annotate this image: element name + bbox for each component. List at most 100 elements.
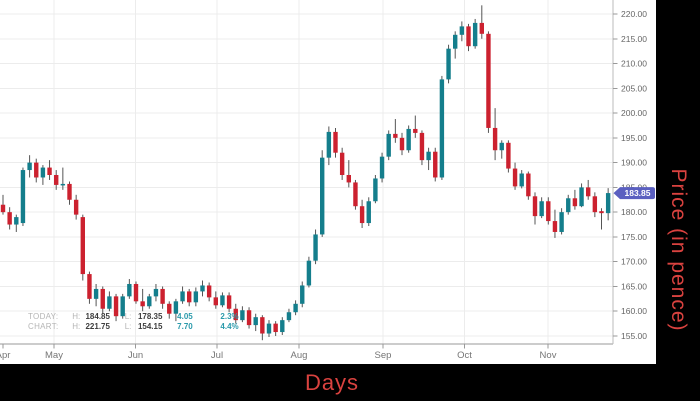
candle-down (87, 274, 92, 299)
candle-down (80, 217, 85, 275)
candle-down (599, 211, 604, 214)
svg-text:May: May (45, 350, 63, 361)
candle-up (27, 162, 32, 171)
svg-text:205.00: 205.00 (621, 83, 647, 93)
svg-text:160.00: 160.00 (621, 306, 647, 316)
candle-down (393, 133, 398, 138)
candle-up (200, 285, 205, 292)
candle-down (433, 151, 438, 178)
candle-up (426, 151, 431, 161)
candle-up (153, 288, 159, 297)
candle-up (300, 285, 305, 304)
candle-down (73, 199, 79, 215)
candle-up (93, 288, 99, 299)
candle-down (133, 283, 139, 302)
candle-up (14, 217, 19, 225)
candle-up (439, 79, 445, 178)
candle-up (499, 142, 504, 151)
high-prefix: H: (72, 312, 81, 321)
candle-down (413, 128, 418, 133)
chart-change-pct: 4.4% (220, 322, 239, 331)
candle-down (479, 22, 484, 34)
candle-down (113, 296, 119, 317)
svg-text:Oct: Oct (457, 350, 472, 361)
gridlines (0, 0, 613, 344)
svg-text:Nov: Nov (540, 350, 557, 361)
low-prefix: L: (124, 322, 132, 331)
candle-up (240, 310, 245, 321)
candle-up (453, 34, 458, 49)
candle-up (326, 131, 332, 158)
svg-text:190.00: 190.00 (621, 158, 647, 168)
candle-up (107, 296, 112, 309)
candle-up (605, 193, 611, 214)
price-candlestick-chart[interactable]: 155.00160.00165.00170.00175.00180.00185.… (0, 0, 656, 364)
candle-up (373, 178, 378, 202)
x-axis-title: Days (304, 370, 360, 395)
y-axis-labels: 155.00160.00165.00170.00175.00180.00185.… (613, 9, 647, 341)
candle-down (187, 291, 192, 303)
svg-text:170.00: 170.00 (621, 257, 647, 267)
candle-up (120, 296, 125, 317)
candle-down (34, 162, 39, 178)
candle-down (246, 310, 252, 326)
chart-high-value: 221.75 (85, 322, 110, 331)
svg-text:220.00: 220.00 (621, 9, 647, 19)
candle-down (572, 198, 578, 207)
legend-chart-label: CHART: (28, 322, 59, 331)
candle-up (539, 201, 544, 217)
axes (0, 0, 614, 345)
candle-up (193, 291, 199, 303)
svg-text:Jul: Jul (211, 350, 223, 361)
candle-up (220, 295, 225, 306)
legend-row-chart: CHART: H: 221.75 L: 154.15 7.70 4.4% (28, 322, 261, 332)
candle-up (459, 26, 465, 35)
legend-today-label: TODAY: (28, 312, 59, 321)
candle-up (406, 128, 411, 151)
candle-down (67, 183, 72, 200)
candle-down (260, 317, 265, 334)
svg-text:200.00: 200.00 (621, 108, 647, 118)
candle-up (379, 156, 385, 179)
candle-down (346, 175, 351, 183)
candle-down (140, 301, 145, 307)
svg-text:Sep: Sep (375, 350, 392, 361)
candle-up (60, 183, 66, 186)
candle-up (293, 303, 298, 313)
candle-up (280, 320, 285, 333)
candle-up (147, 296, 152, 307)
candle-down (54, 175, 59, 185)
legend-row-today: TODAY: H: 184.85 L: 178.35 4.05 2.3% (28, 312, 261, 322)
candle-up (20, 170, 26, 224)
candle-down (546, 201, 551, 222)
candle-up (472, 22, 478, 47)
svg-text:195.00: 195.00 (621, 133, 647, 143)
today-low-value: 178.35 (137, 312, 163, 321)
today-change-value: 4.05 (177, 312, 193, 321)
y-axis-title: Price (in pence) (667, 168, 690, 332)
candle-down (0, 204, 6, 213)
svg-text:183.85: 183.85 (625, 188, 651, 198)
high-prefix: H: (72, 322, 81, 331)
candle-up (519, 173, 524, 187)
candle-up (366, 201, 371, 224)
candle-down (512, 168, 518, 187)
candle-up (579, 187, 584, 207)
candle-up (386, 133, 391, 157)
candle-up (127, 283, 132, 297)
x-axis-labels: Apr May Jun Jul Aug Sep Oct Nov (0, 344, 557, 361)
candle-up (446, 48, 451, 80)
today-high-value: 184.85 (85, 312, 110, 321)
candle-down (233, 308, 238, 321)
candle-up (286, 312, 292, 321)
candle-down (592, 196, 598, 213)
candle-down (486, 33, 491, 128)
candle-up (306, 260, 312, 286)
candle-down (160, 288, 165, 304)
candle-down (353, 182, 358, 207)
chart-legend: TODAY: H: 184.85 L: 178.35 4.05 2.3% CHA… (28, 312, 261, 332)
svg-text:Aug: Aug (291, 350, 308, 361)
svg-text:180.00: 180.00 (621, 207, 647, 217)
low-prefix: L: (124, 312, 132, 321)
last-price-badge: 183.85 (613, 187, 655, 200)
